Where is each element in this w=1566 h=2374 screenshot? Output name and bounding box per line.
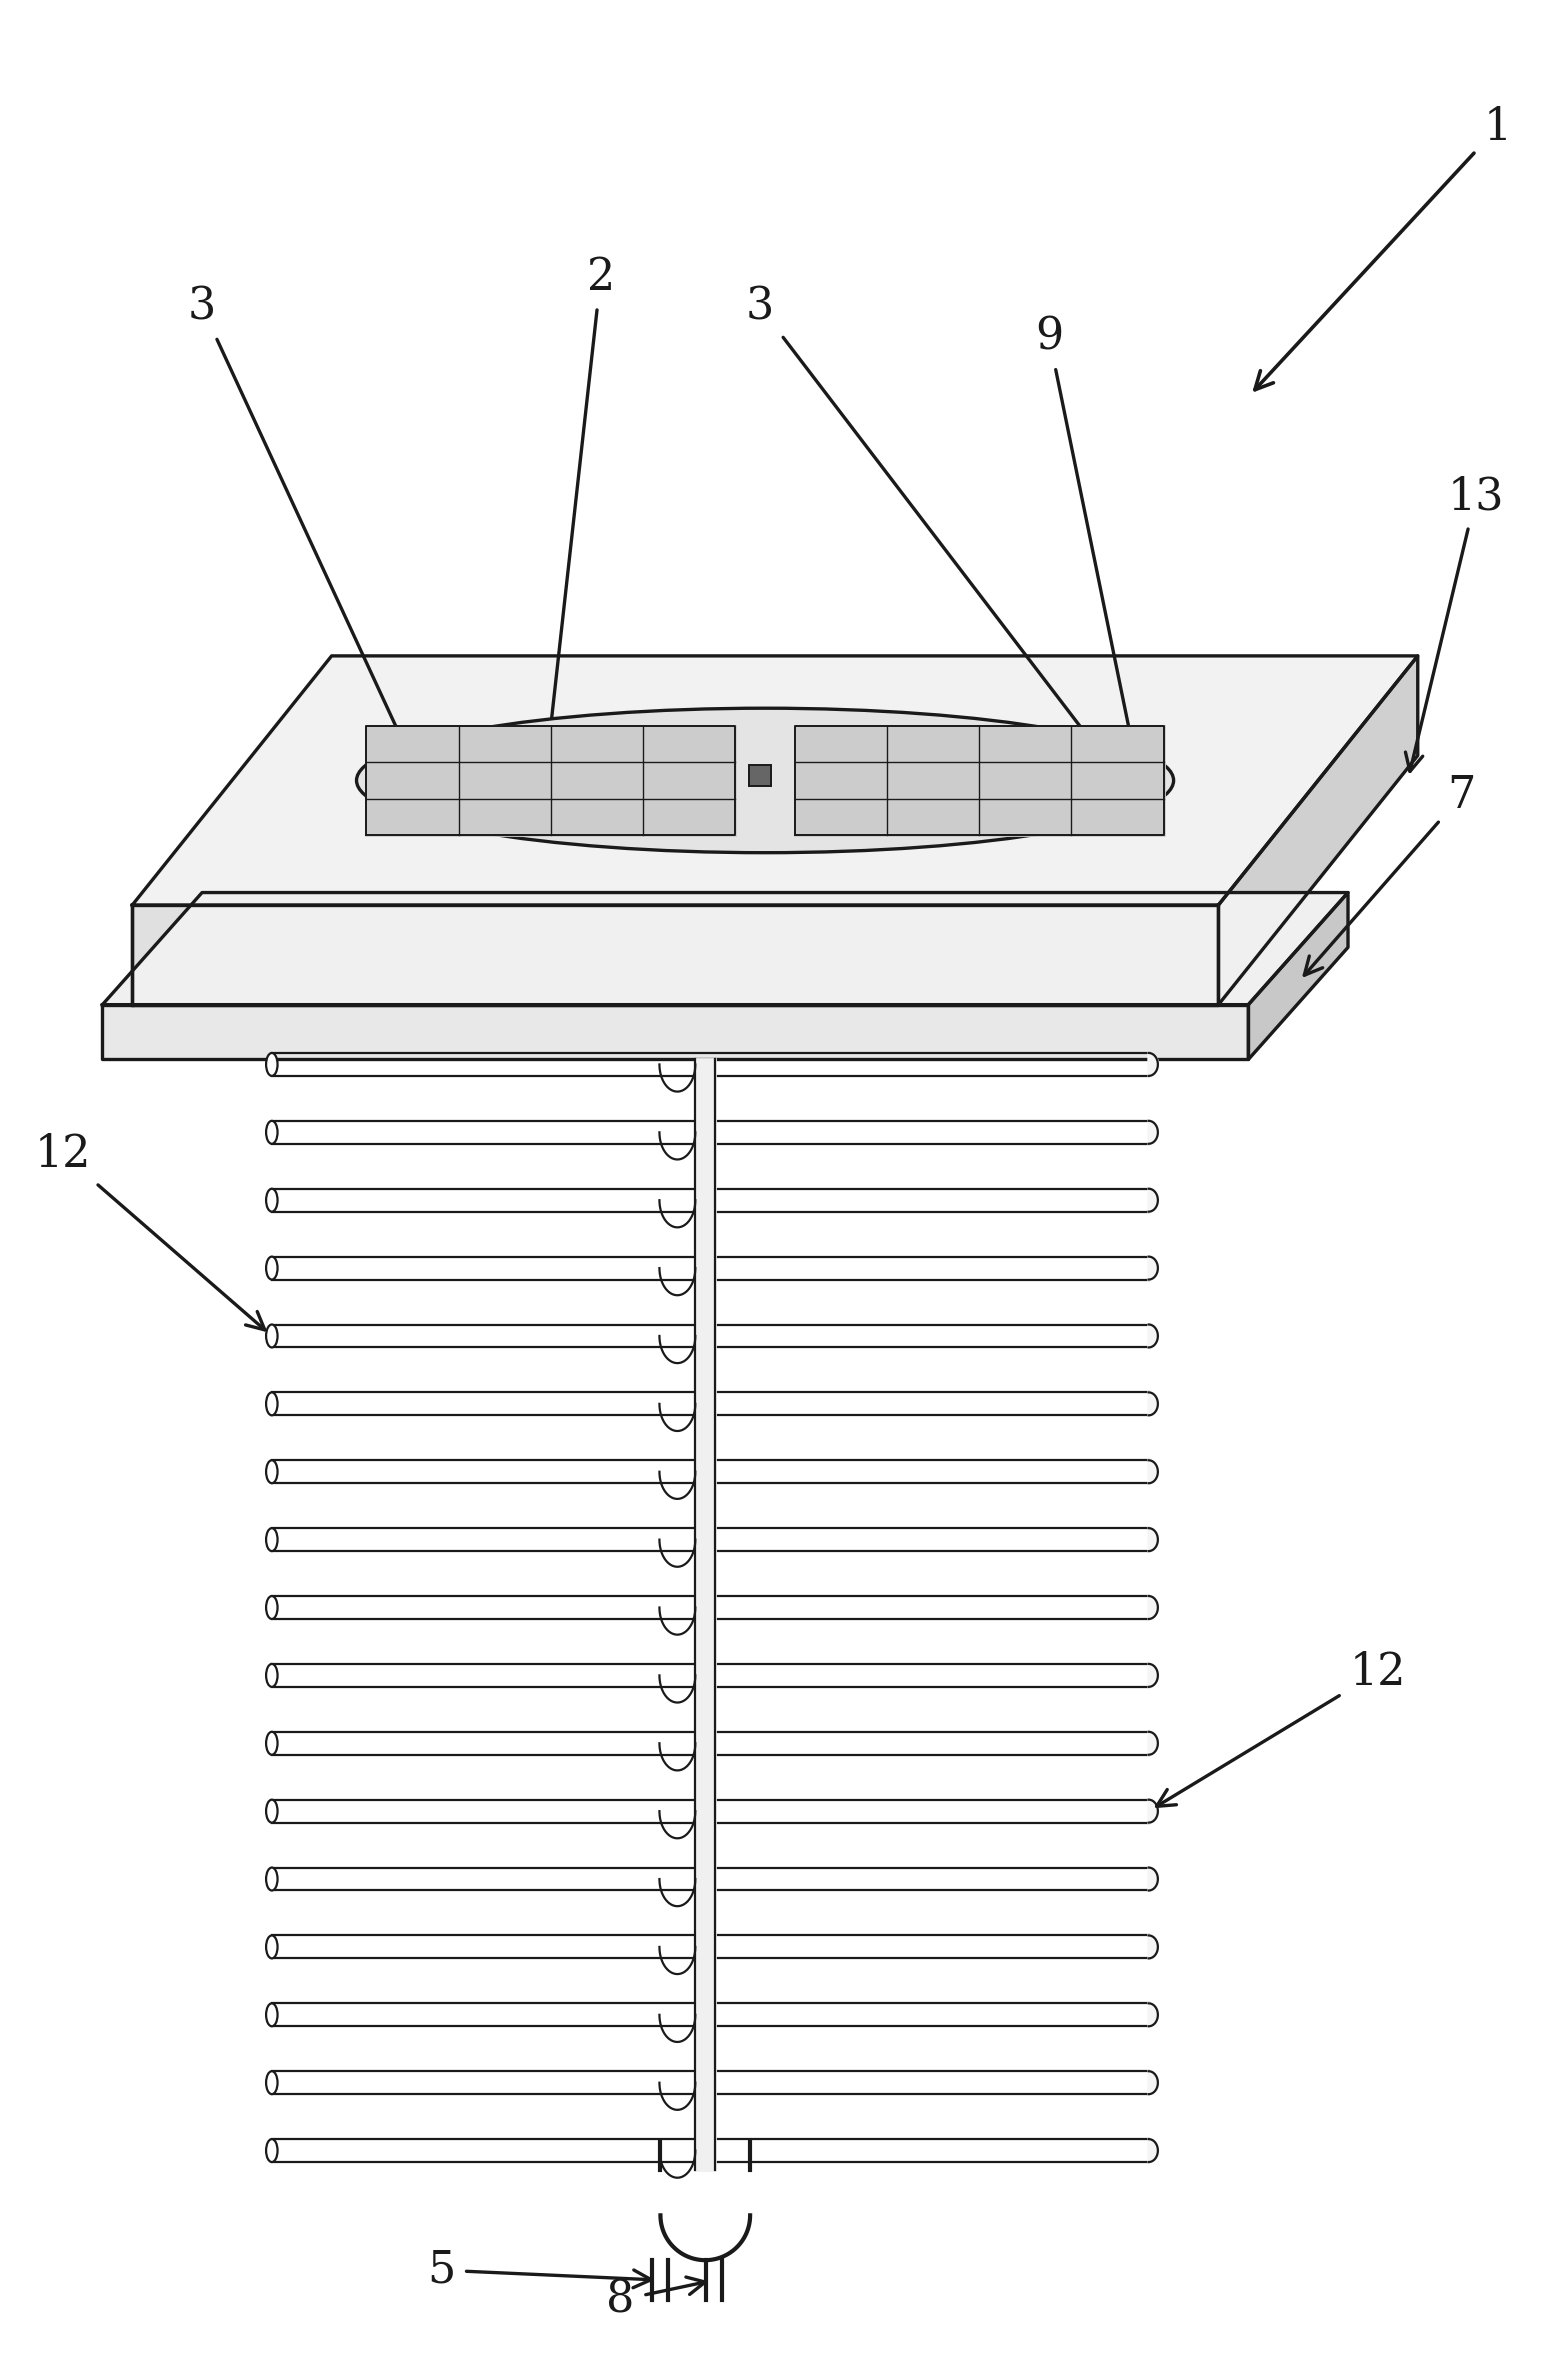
Ellipse shape xyxy=(266,1935,277,1959)
Polygon shape xyxy=(1149,2139,1157,2163)
Ellipse shape xyxy=(266,2004,277,2027)
Polygon shape xyxy=(1149,1595,1157,1619)
Polygon shape xyxy=(102,893,1348,1004)
Text: 9: 9 xyxy=(1035,316,1146,791)
Ellipse shape xyxy=(357,707,1173,852)
Ellipse shape xyxy=(266,1799,277,1823)
Polygon shape xyxy=(695,1059,716,2170)
Polygon shape xyxy=(1149,2004,1157,2027)
Polygon shape xyxy=(1149,1054,1157,1075)
Text: 1: 1 xyxy=(1254,107,1511,389)
Text: 13: 13 xyxy=(1405,475,1503,772)
Text: 7: 7 xyxy=(1304,774,1477,976)
Polygon shape xyxy=(1149,1868,1157,1890)
Text: 2: 2 xyxy=(540,256,615,762)
Polygon shape xyxy=(1149,1325,1157,1348)
Ellipse shape xyxy=(266,1460,277,1484)
Ellipse shape xyxy=(266,1664,277,1688)
Text: 3: 3 xyxy=(188,285,413,762)
Polygon shape xyxy=(1149,1256,1157,1280)
Polygon shape xyxy=(102,1004,1248,1059)
Text: 12: 12 xyxy=(34,1132,265,1329)
Polygon shape xyxy=(1149,1731,1157,1754)
Polygon shape xyxy=(366,726,734,836)
Ellipse shape xyxy=(266,1731,277,1754)
Polygon shape xyxy=(132,904,1218,1004)
Polygon shape xyxy=(796,726,1164,836)
Polygon shape xyxy=(1149,1460,1157,1484)
Text: 5: 5 xyxy=(428,2248,651,2291)
Text: 8: 8 xyxy=(606,2277,705,2322)
Polygon shape xyxy=(1149,1189,1157,1211)
Polygon shape xyxy=(1248,893,1348,1059)
Ellipse shape xyxy=(266,1054,277,1075)
Ellipse shape xyxy=(266,1325,277,1348)
Polygon shape xyxy=(1218,655,1417,1004)
Polygon shape xyxy=(1149,1664,1157,1688)
Text: 3: 3 xyxy=(745,285,1109,762)
Ellipse shape xyxy=(266,1529,277,1550)
Ellipse shape xyxy=(266,1189,277,1211)
Ellipse shape xyxy=(266,1256,277,1280)
Ellipse shape xyxy=(266,1394,277,1415)
Polygon shape xyxy=(1149,2070,1157,2094)
Ellipse shape xyxy=(266,2139,277,2163)
Ellipse shape xyxy=(266,1595,277,1619)
Ellipse shape xyxy=(266,1868,277,1890)
Polygon shape xyxy=(1149,1799,1157,1823)
Polygon shape xyxy=(1149,1935,1157,1959)
Polygon shape xyxy=(1149,1121,1157,1144)
Polygon shape xyxy=(1149,1529,1157,1550)
Ellipse shape xyxy=(266,1121,277,1144)
Polygon shape xyxy=(1149,1394,1157,1415)
Text: 12: 12 xyxy=(1157,1650,1406,1807)
Ellipse shape xyxy=(266,2070,277,2094)
Polygon shape xyxy=(132,655,1417,904)
Bar xyxy=(749,764,770,786)
